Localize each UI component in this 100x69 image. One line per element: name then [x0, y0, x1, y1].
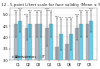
Text: 4.14: 4.14 [58, 17, 63, 18]
Text: 3.71: 3.71 [65, 17, 70, 18]
Bar [28, 24, 32, 69]
Text: 4.71: 4.71 [18, 8, 23, 9]
Bar [49, 24, 53, 69]
Text: 4.57: 4.57 [14, 10, 19, 12]
Text: 3.57: 3.57 [55, 16, 59, 17]
Bar [65, 44, 69, 69]
Text: 4.71: 4.71 [89, 8, 94, 9]
Bar [39, 24, 42, 69]
Bar [25, 28, 28, 69]
Legend: Administrators, IT: Administrators, IT [12, 55, 45, 59]
Text: 4.57: 4.57 [79, 10, 84, 12]
Bar [89, 21, 93, 69]
Text: 4.57: 4.57 [28, 10, 33, 12]
Bar [86, 24, 89, 69]
Text: 4.43: 4.43 [75, 14, 80, 15]
Text: 4.43: 4.43 [24, 14, 29, 15]
Text: 4.57: 4.57 [48, 10, 53, 12]
Text: 4.14: 4.14 [69, 17, 74, 18]
Bar [35, 24, 39, 69]
Text: 4.57: 4.57 [34, 10, 39, 12]
Bar [18, 21, 22, 69]
Bar [69, 34, 73, 69]
Bar [45, 28, 49, 69]
Bar [79, 24, 83, 69]
Bar [75, 28, 79, 69]
Text: 4.57: 4.57 [38, 10, 43, 12]
Bar [14, 24, 18, 69]
Bar [55, 47, 59, 69]
Text: 4.57: 4.57 [85, 10, 90, 12]
Title: Figure 12 - 5-point Likert scale for face validity (Mean ± SD) (n = 7): Figure 12 - 5-point Likert scale for fac… [0, 3, 100, 7]
Bar [59, 34, 63, 69]
Text: 4.43: 4.43 [44, 8, 49, 9]
